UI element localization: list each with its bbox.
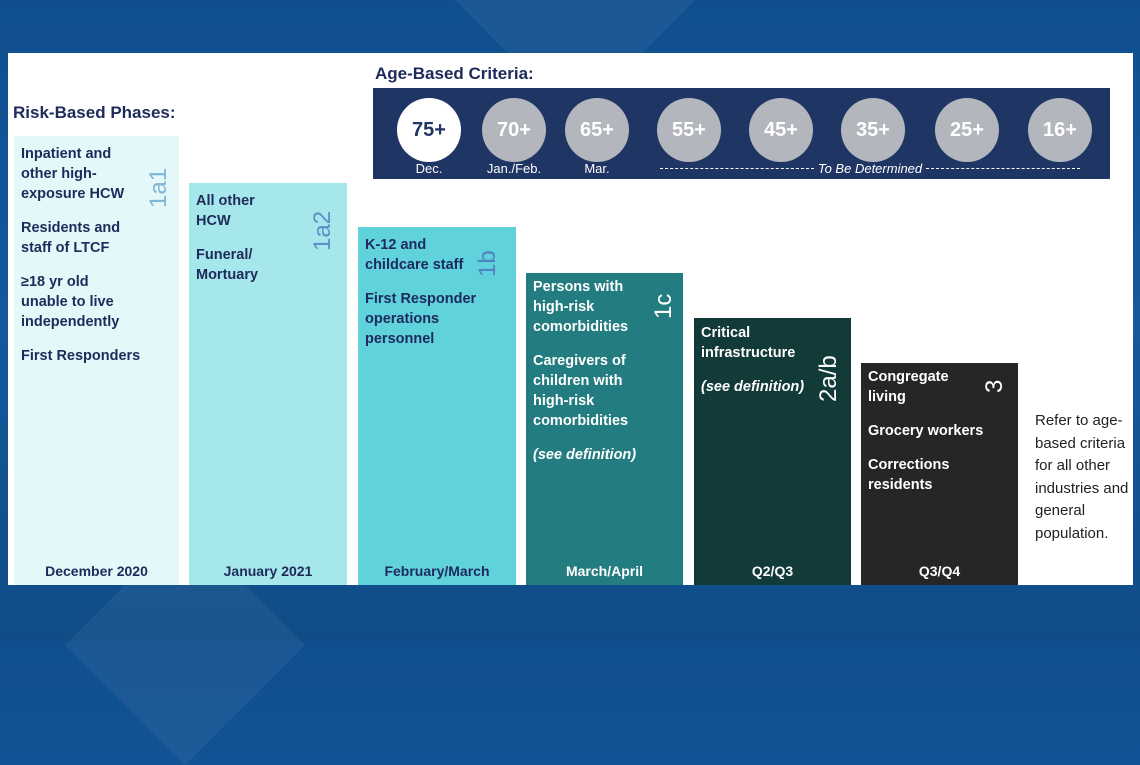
dashed-line (660, 168, 814, 169)
phase-item: Grocery workers (868, 423, 984, 439)
phase-period-label: Q2/Q3 (751, 563, 794, 579)
phase-period-label: March/April (565, 563, 643, 579)
vaccine-phases-panel: Age-Based Criteria: Risk-Based Phases: 7… (8, 53, 1133, 585)
phase-item: K-12 and childcare staff (365, 237, 464, 273)
to-be-determined-row: To Be Determined (660, 161, 1080, 176)
phase-definition-note: (see definition) (701, 379, 805, 395)
phase-code-label: 2a/b (815, 355, 842, 402)
phase-1a1-text: Inpatient and other high-exposure HCW Re… (21, 144, 171, 380)
age-label: 65+ (580, 118, 614, 141)
phase-code-label: 1b (474, 250, 501, 277)
phase-item: Persons with high-risk comorbidities (533, 279, 629, 335)
phase-column-3: Congregate living Grocery workers Correc… (861, 363, 1018, 585)
phase-period-label: January 2021 (223, 563, 313, 579)
phase-code-label: 3 (981, 379, 1008, 393)
refer-note: Refer to age-based criteria for all othe… (1035, 412, 1129, 542)
phase-column-1a1: Inpatient and other high-exposure HCW Re… (14, 136, 179, 585)
phase-column-2a-b: Critical infrastructure (see definition)… (694, 318, 851, 585)
phase-item: Congregate living (868, 369, 949, 405)
phase-1c-text: Persons with high-risk comorbidities Car… (533, 277, 675, 479)
phase-item: Critical infrastructure (701, 325, 796, 361)
age-circle: 75+ (397, 98, 461, 162)
age-circle: 70+ (482, 98, 546, 162)
age-circle: 35+ (841, 98, 905, 162)
age-label: 25+ (950, 118, 984, 141)
phase-1b-text: K-12 and childcare staff First Responder… (365, 235, 508, 363)
age-circle: 45+ (749, 98, 813, 162)
risk-based-phases-heading: Risk-Based Phases: (13, 103, 176, 122)
age-label: 35+ (856, 118, 890, 141)
dashed-line (926, 168, 1080, 169)
age-label: 70+ (497, 118, 531, 141)
phase-item: All other HCW (196, 193, 255, 229)
phase-period-label: February/March (384, 563, 490, 579)
phase-1a2-text: All other HCW Funeral/ Mortuary (196, 191, 339, 299)
phase-item: Residents and staff of LTCF (21, 220, 121, 256)
age-criteria-bar: 75+ 70+ 65+ 55+ 45+ 35+ 25+ 16+ Dec. Jan… (373, 88, 1110, 179)
phase-code-label: 1a2 (309, 210, 336, 251)
phase-item: First Responder operations personnel (365, 291, 477, 347)
age-label: 45+ (764, 118, 798, 141)
phase-code-label: 1c (650, 293, 677, 319)
phase-item: ≥18 yr old unable to live independently (21, 274, 120, 330)
to-be-determined-label: To Be Determined (817, 161, 923, 176)
age-based-criteria-heading: Age-Based Criteria: (375, 64, 534, 83)
phase-column-1a2: All other HCW Funeral/ Mortuary 1a2 Janu… (189, 183, 347, 585)
phase-item: Caregivers of children with high-risk co… (533, 353, 629, 429)
phase-3-text: Congregate living Grocery workers Correc… (868, 367, 1010, 509)
phase-definition-note: (see definition) (533, 447, 637, 463)
age-label: 75+ (412, 118, 446, 141)
age-label: 16+ (1043, 118, 1077, 141)
phase-column-1c: Persons with high-risk comorbidities Car… (526, 273, 683, 585)
age-circle: 25+ (935, 98, 999, 162)
age-timeframe-label: Jan./Feb. (486, 161, 542, 176)
phase-code-label: 1a1 (145, 167, 172, 208)
phase-period-label: December 2020 (45, 563, 148, 579)
age-label: 55+ (672, 118, 706, 141)
age-timeframe-label: Mar. (584, 161, 610, 176)
age-timeframe-label: Dec. (415, 161, 443, 176)
phase-item: Funeral/ Mortuary (196, 247, 259, 283)
phase-column-1b: K-12 and childcare staff First Responder… (358, 227, 516, 585)
phase-item: First Responders (21, 348, 141, 364)
phase-item: Inpatient and other high-exposure HCW (21, 146, 125, 202)
age-circle: 55+ (657, 98, 721, 162)
phase-item: Corrections residents (868, 457, 950, 493)
phase-2ab-text: Critical infrastructure (see definition) (701, 323, 843, 411)
age-circle: 65+ (565, 98, 629, 162)
age-circle: 16+ (1028, 98, 1092, 162)
phase-period-label: Q3/Q4 (918, 563, 961, 579)
